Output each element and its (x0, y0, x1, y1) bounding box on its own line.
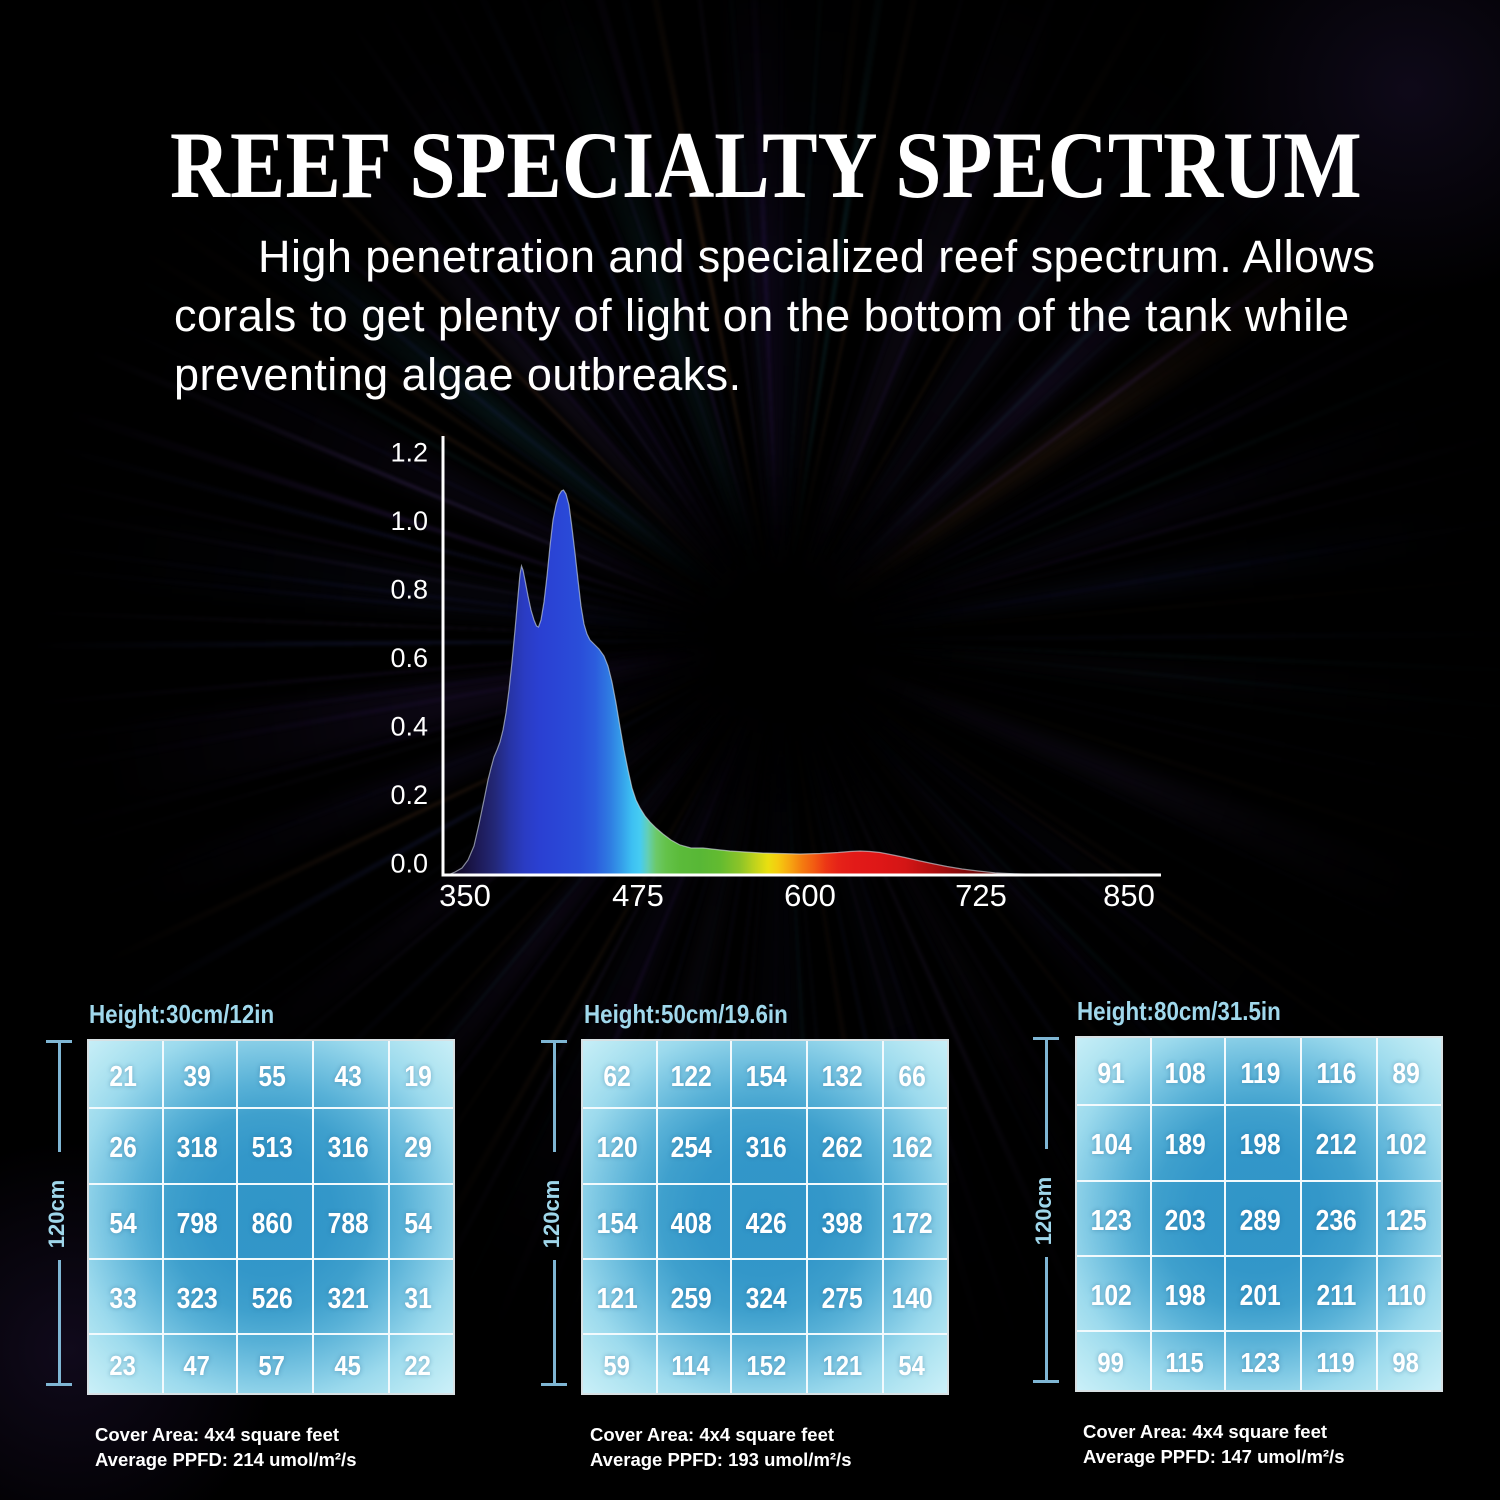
svg-text:850: 850 (1103, 878, 1155, 913)
svg-text:0.2: 0.2 (390, 780, 428, 810)
svg-text:1.2: 1.2 (390, 438, 428, 468)
svg-text:1.0: 1.0 (390, 506, 428, 536)
svg-text:350: 350 (439, 878, 491, 913)
svg-text:600: 600 (784, 878, 836, 913)
svg-text:0.4: 0.4 (390, 712, 428, 742)
svg-text:0.0: 0.0 (390, 849, 428, 879)
svg-text:0.6: 0.6 (390, 643, 428, 673)
svg-text:475: 475 (612, 878, 664, 913)
svg-text:0.8: 0.8 (390, 575, 428, 605)
svg-text:725: 725 (955, 878, 1007, 913)
